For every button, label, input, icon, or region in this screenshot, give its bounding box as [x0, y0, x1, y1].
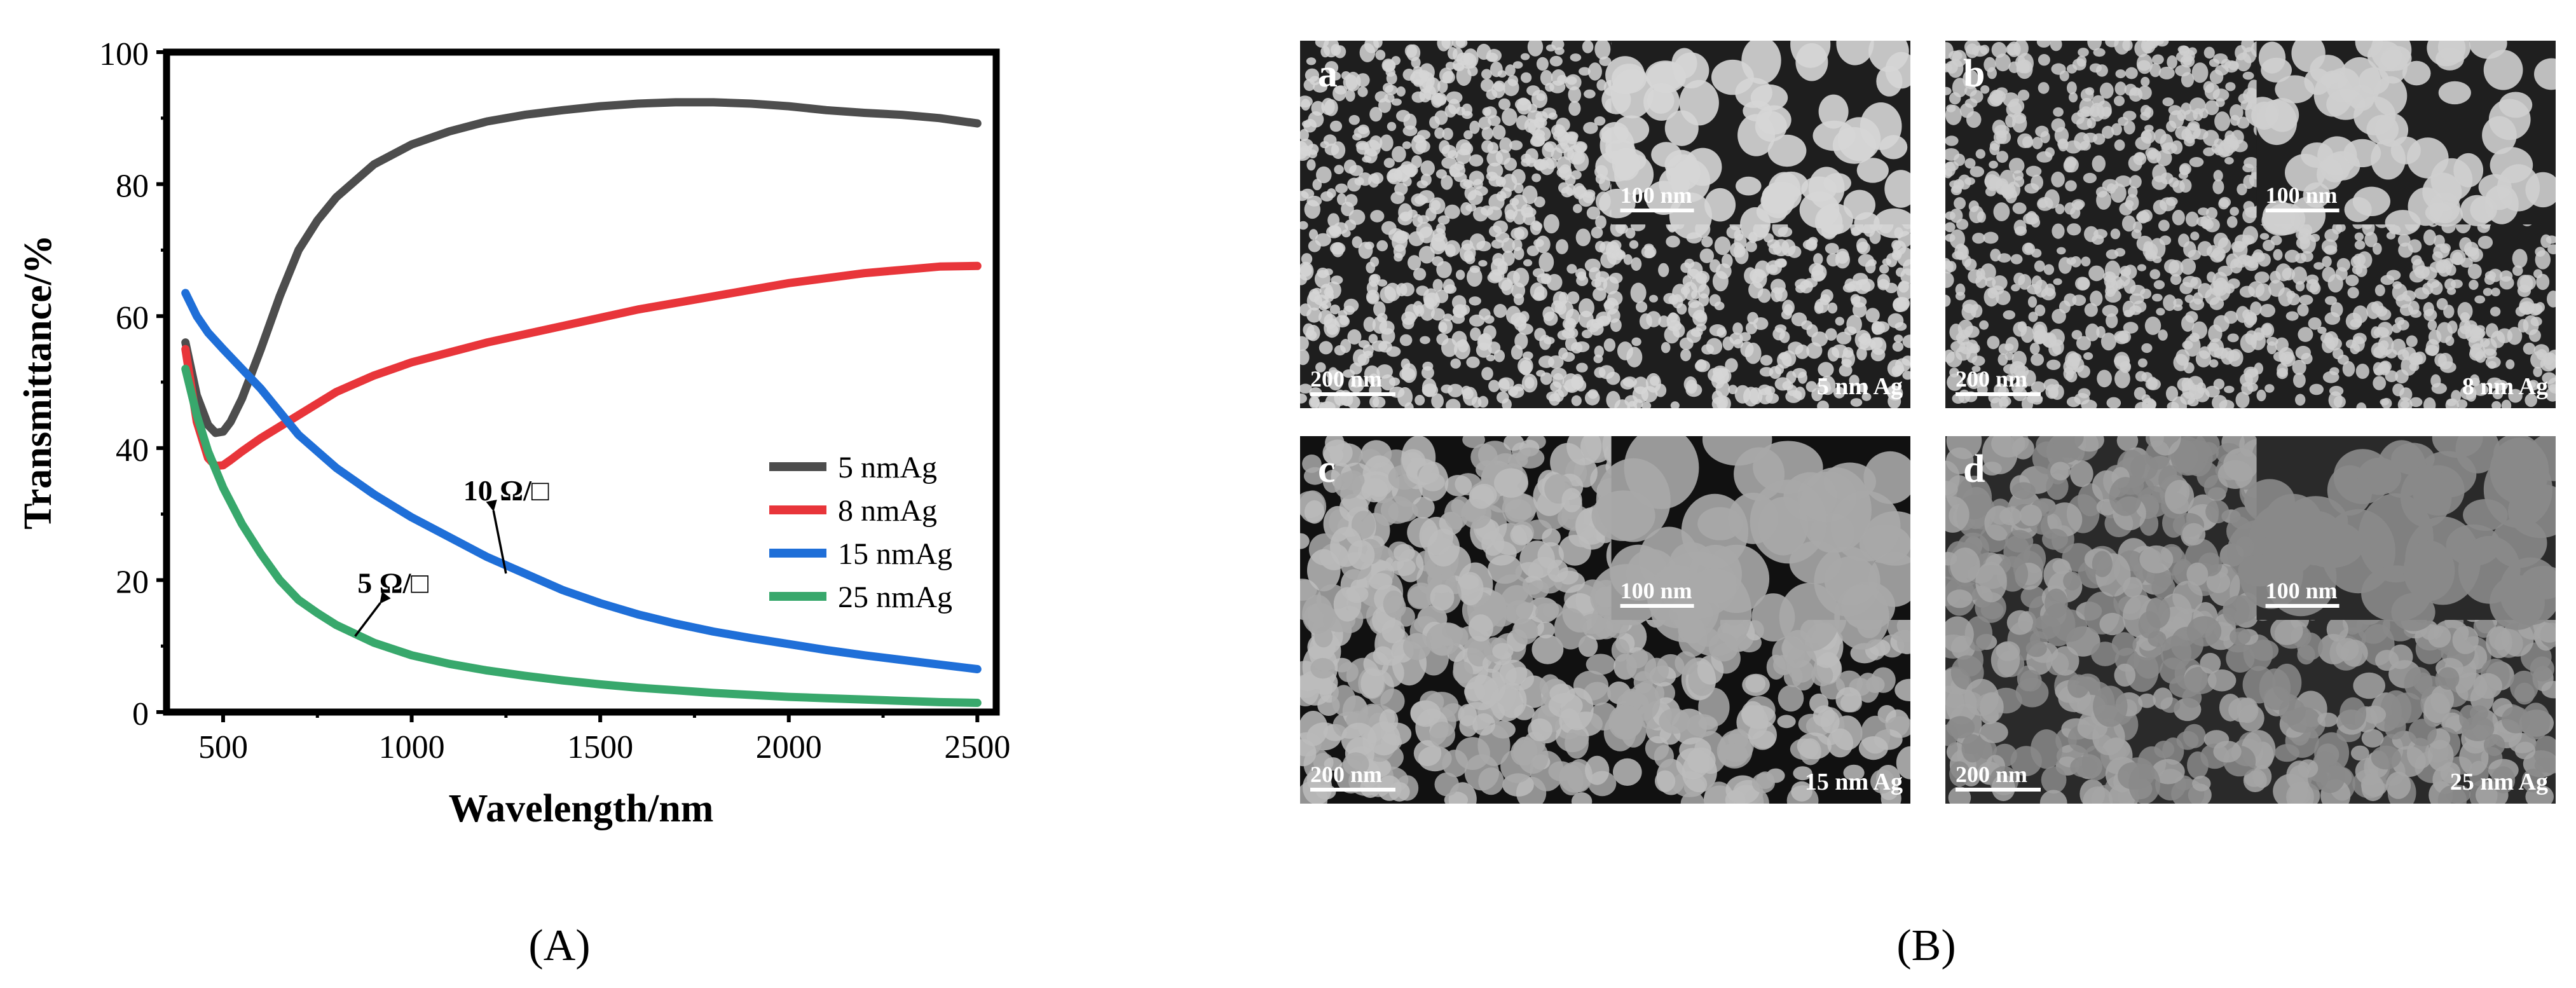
legend: 5 nmAg 8 nmAg 15 nmAg 25 nmAg: [769, 451, 952, 614]
inset-scale-label: 100 nm: [2266, 182, 2338, 208]
legend-label-5-nmag: 5 nmAg: [838, 451, 937, 484]
x-tick-label: 1500: [567, 729, 633, 765]
annotation-arrow: [486, 499, 507, 574]
legend-label-25-nmag: 25 nmAg: [838, 580, 952, 614]
sem-panel-a: a 100 nm 200 nm 5 nm Ag: [1300, 41, 1910, 408]
y-tick-label: 60: [116, 300, 149, 336]
annotations: 10 Ω/□ 5 Ω/□: [354, 474, 549, 637]
inset-scale-label: 100 nm: [1620, 578, 1692, 603]
sem-panel-c: c 100 nm 200 nm 15 nm Ag: [1300, 436, 1910, 804]
legend-label-15-nmag: 15 nmAg: [838, 537, 952, 571]
x-tick-label: 2500: [944, 729, 1010, 765]
main-scale-label: 200 nm: [1956, 762, 2027, 787]
inset-scale-label: 100 nm: [1620, 182, 1692, 208]
legend-label-8-nmag: 8 nmAg: [838, 494, 937, 528]
sem-thickness-label: 5 nm Ag: [1817, 373, 1903, 400]
sem-panel-letter: d: [1963, 448, 1985, 491]
sem-thickness-label: 25 nm Ag: [2450, 769, 2548, 795]
sem-panel-letter: c: [1318, 448, 1336, 491]
y-tick-label: 20: [116, 564, 149, 600]
sem-images: a 100 nm 200 nm 5 nm Ag b 100 nm 200 nm 8 nm Ag…: [1300, 41, 2556, 804]
transmittance-chart: 0 20 40 60 80 100 500 1000 1500 2000 2500 10 Ω/□ 5…: [17, 36, 1010, 830]
y-tick-label: 80: [116, 168, 149, 205]
y-tick-label: 100: [99, 36, 149, 72]
sem-thickness-label: 8 nm Ag: [2462, 373, 2548, 400]
inset-scale-label: 100 nm: [2266, 578, 2338, 603]
sem-panel-b: b 100 nm 200 nm 8 nm Ag: [1945, 41, 2556, 408]
panel-a-label: (A): [528, 921, 590, 970]
series-line-5-nmag: [181, 98, 982, 437]
y-axis-label: Transmittance/%: [17, 235, 60, 530]
main-scale-label: 200 nm: [1956, 366, 2027, 392]
x-ticks: 500 1000 1500 2000 2500: [198, 712, 1010, 765]
main-scale-label: 200 nm: [1310, 762, 1382, 787]
annotation-arrow: [354, 591, 391, 637]
sem-thickness-label: 15 nm Ag: [1805, 769, 1903, 795]
x-tick-label: 500: [198, 729, 248, 765]
y-tick-label: 40: [116, 432, 149, 469]
sem-panel-d: d 100 nm 200 nm 25 nm Ag: [1945, 436, 2556, 804]
main-scale-label: 200 nm: [1310, 366, 1382, 392]
sem-panel-letter: a: [1318, 52, 1338, 95]
series-layer: [181, 98, 982, 707]
x-axis-label: Wavelength/nm: [449, 787, 714, 830]
series-line-15-nmag: [181, 289, 982, 673]
x-tick-label: 1000: [379, 729, 445, 765]
x-tick-label: 2000: [756, 729, 822, 765]
annotation-label: 10 Ω/□: [463, 474, 549, 507]
y-ticks: 0 20 40 60 80 100: [99, 36, 167, 732]
series-line-25-nmag: [181, 364, 982, 707]
annotation-label: 5 Ω/□: [357, 566, 428, 599]
sem-panel-letter: b: [1963, 52, 1985, 95]
panel-b-label: (B): [1896, 921, 1956, 970]
y-tick-label: 0: [132, 696, 149, 732]
